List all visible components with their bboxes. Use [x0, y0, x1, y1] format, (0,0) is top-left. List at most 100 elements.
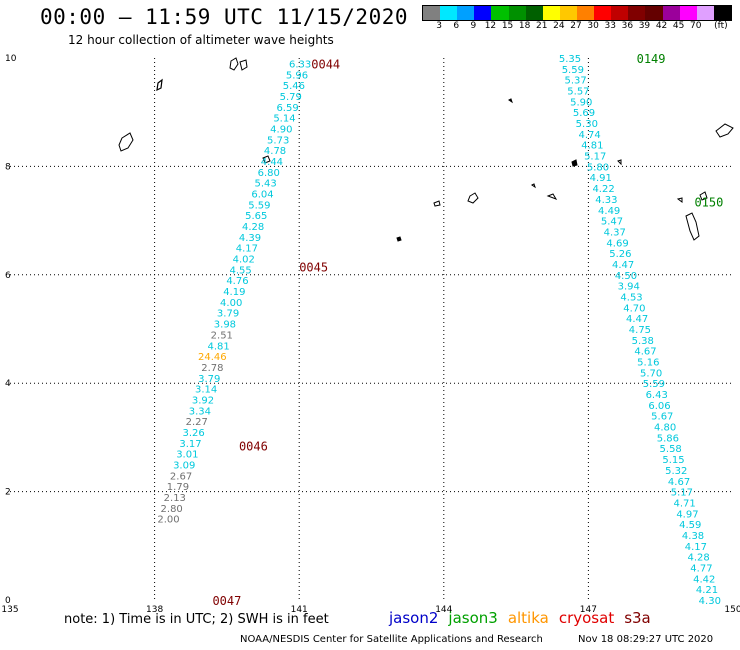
lat-tick-label: 2	[5, 488, 11, 498]
swh-value-label: 5.43	[255, 179, 277, 190]
colorbar-swatch	[491, 6, 509, 20]
swh-value-label: 4.81	[208, 341, 230, 352]
colorbar-label: 27	[570, 21, 582, 31]
colorbar-label: (ft)	[714, 21, 728, 31]
lat-tick-label: 0	[5, 596, 11, 606]
generated-timestamp: Nov 18 08:29:27 UTC 2020	[578, 634, 714, 645]
pass-time-label: 0046	[239, 440, 268, 454]
colorbar-label: 12	[484, 21, 497, 31]
swh-value-label: 5.70	[640, 368, 662, 379]
swh-value-label: 3.79	[198, 374, 220, 385]
chart-title: 00:00 – 11:59 UTC 11/15/2020	[40, 5, 409, 29]
swh-value-label: 4.97	[676, 509, 698, 520]
swh-value-label: 5.17	[671, 488, 693, 499]
lat-tick-label: 4	[5, 379, 11, 389]
swh-value-label: 5.69	[573, 108, 595, 119]
swh-value-label: 4.42	[693, 574, 715, 585]
colorbar-swatch	[559, 6, 577, 20]
swh-value-label: 4.59	[679, 520, 701, 531]
lon-tick-label: 135	[1, 605, 18, 615]
swh-value-label: 5.57	[567, 87, 589, 98]
altimeter-tracks: 6.335.965.465.796.595.144.905.734.784.44…	[157, 52, 723, 608]
swh-value-label: 6.59	[276, 103, 298, 114]
swh-value-label: 5.32	[665, 466, 687, 477]
swh-value-label: 4.78	[264, 146, 286, 157]
island-12	[617, 159, 622, 166]
swh-value-label: 4.19	[223, 287, 245, 298]
colorbar-swatch	[474, 6, 492, 20]
swh-value-label: 6.80	[258, 168, 280, 179]
colorbar-swatch	[679, 6, 697, 20]
lat-tick-label: 8	[5, 162, 11, 172]
swh-value-label: 5.90	[570, 97, 592, 108]
swh-value-label: 3.94	[618, 282, 640, 293]
swh-value-label: 2.67	[170, 471, 192, 482]
swh-value-label: 5.73	[267, 135, 289, 146]
swh-value-label: 5.59	[562, 65, 584, 76]
swh-value-label: 4.44	[261, 157, 283, 168]
swh-value-label: 6.43	[646, 390, 668, 401]
colorbar-swatch	[440, 6, 458, 20]
swh-value-label: 2.13	[164, 493, 186, 504]
island-16	[676, 197, 683, 203]
swh-value-label: 4.80	[654, 423, 676, 434]
units-note: note: 1) Time is in UTC; 2) SWH is in fe…	[64, 612, 329, 627]
colorbar-swatch	[645, 6, 663, 20]
island-14	[685, 212, 700, 241]
island-5	[433, 200, 441, 207]
colorbar-label: 42	[655, 21, 668, 31]
colorbar-swatch	[611, 6, 629, 20]
swh-value-label: 5.38	[632, 336, 654, 347]
axis-tick-labels: 135 138 141 144 147 150 0 2 4 6 8 10	[1, 54, 740, 615]
swh-value-label: 2.27	[186, 417, 208, 428]
swh-value-label: 4.76	[226, 276, 248, 287]
pass-time-label: 0150	[694, 196, 723, 210]
lon-tick-label: 144	[435, 605, 452, 615]
swh-value-label: 5.79	[280, 92, 302, 103]
colorbar-swatch	[696, 6, 714, 20]
island-9	[508, 98, 513, 104]
colorbar-label: 24	[553, 21, 565, 31]
island-1	[118, 132, 134, 152]
swh-value-label: 4.67	[634, 347, 656, 358]
island-7	[467, 192, 479, 204]
swh-value-label: 5.14	[273, 114, 295, 125]
swh-value-label: 4.81	[581, 141, 603, 152]
legend-item-jason3: jason3	[448, 609, 498, 627]
island-4	[262, 155, 271, 164]
swh-value-label: 4.47	[612, 260, 634, 271]
swh-value-label: 4.22	[592, 184, 614, 195]
swh-value-label: 5.58	[660, 444, 682, 455]
swh-value-label: 4.02	[233, 255, 255, 266]
swh-value-label: 5.96	[286, 70, 308, 81]
colorbar-swatch	[594, 6, 612, 20]
colorbar-label: 18	[518, 21, 531, 31]
island-11	[571, 159, 578, 167]
lon-tick-label: 138	[146, 605, 163, 615]
island-outlines	[118, 57, 734, 242]
swh-value-label: 4.17	[236, 244, 258, 255]
colorbar-swatch	[457, 6, 475, 20]
swh-value-label: 3.14	[195, 385, 217, 396]
swh-value-label: 5.59	[248, 200, 270, 211]
colorbar-label: 39	[638, 21, 651, 31]
lon-tick-label: 147	[580, 605, 597, 615]
lat-lon-grid	[10, 58, 733, 600]
swh-value-label: 4.91	[590, 173, 612, 184]
swh-value-label: 4.71	[674, 498, 696, 509]
swh-value-label: 5.17	[584, 152, 606, 163]
swh-value-label: 3.79	[217, 309, 239, 320]
colorbar-swatch	[542, 6, 560, 20]
swh-value-label: 5.46	[283, 81, 305, 92]
swh-value-label: 4.90	[270, 124, 292, 135]
swh-value-label: 4.69	[606, 238, 628, 249]
lon-tick-label: 150	[724, 605, 740, 615]
swh-value-label: 4.50	[615, 271, 637, 282]
colorbar-labels: 3 6 9 12 15 18 21 24 27 30 33 36 39 42 45 70 (ft)	[422, 21, 740, 33]
colorbar-swatch	[423, 6, 441, 20]
swh-value-label: 5.65	[245, 211, 267, 222]
colorbar-swatch	[576, 6, 595, 20]
legend-item-altika: altika	[507, 609, 549, 627]
swh-value-label: 5.26	[609, 249, 631, 260]
